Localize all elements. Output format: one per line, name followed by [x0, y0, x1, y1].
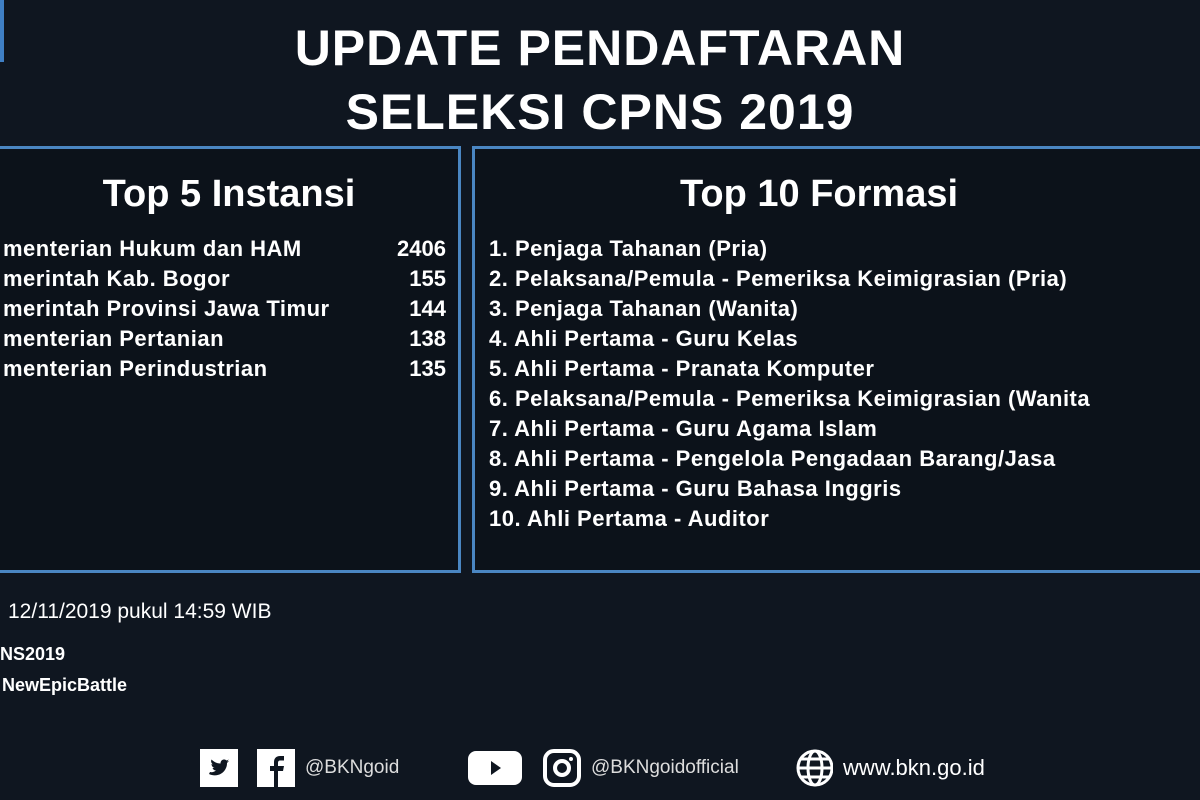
corner-accent	[0, 0, 4, 62]
instansi-count: 2406	[397, 236, 446, 261]
youtube-instagram-handle[interactable]: @BKNgoidofficial	[591, 757, 739, 778]
instansi-count: 144	[409, 296, 446, 321]
instansi-name: merintah Provinsi Jawa Timur	[3, 296, 330, 321]
formasi-item: 9. Ahli Pertama - Guru Bahasa Inggris	[489, 476, 902, 501]
formasi-item: 4. Ahli Pertama - Guru Kelas	[489, 326, 799, 351]
update-timestamp: 12/11/2019 pukul 14:59 WIB	[8, 600, 272, 623]
twitter-icon[interactable]	[200, 749, 238, 787]
formasi-item: 2. Pelaksana/Pemula - Pemeriksa Keimigra…	[489, 266, 1068, 291]
hashtag: NewEpicBattle	[2, 675, 128, 695]
formasi-item: 10. Ahli Pertama - Auditor	[489, 506, 770, 531]
instansi-name: menterian Perindustrian	[3, 356, 268, 381]
social-group-2: @BKNgoidofficial	[467, 748, 739, 788]
page-title-line1: UPDATE PENDAFTARAN	[294, 20, 906, 76]
website-group: www.bkn.go.id	[795, 748, 985, 788]
social-group-1: @BKNgoid	[200, 748, 399, 788]
formasi-item: 1. Penjaga Tahanan (Pria)	[489, 236, 768, 261]
formasi-item: 7. Ahli Pertama - Guru Agama Islam	[489, 416, 878, 441]
formasi-item: 3. Penjaga Tahanan (Wanita)	[489, 296, 799, 321]
facebook-icon[interactable]	[257, 749, 295, 787]
hashtag: NS2019	[0, 644, 66, 664]
instansi-name: merintah Kab. Bogor	[3, 266, 231, 291]
website-link[interactable]: www.bkn.go.id	[843, 755, 985, 780]
instansi-name: menterian Hukum dan HAM	[3, 236, 302, 261]
instagram-icon[interactable]	[543, 749, 581, 787]
twitter-facebook-handle[interactable]: @BKNgoid	[305, 757, 400, 778]
youtube-icon[interactable]	[467, 749, 523, 787]
instansi-count: 135	[409, 356, 446, 381]
globe-icon	[795, 749, 833, 787]
instansi-count: 155	[409, 266, 446, 291]
top-formasi-panel: Top 10 Formasi 1. Penjaga Tahanan (Pria)…	[472, 146, 1200, 573]
instansi-name: menterian Pertanian	[3, 326, 225, 351]
panel-title: Top 10 Formasi	[680, 173, 959, 215]
top-instansi-panel: Top 5 Instansi menterian Hukum dan HAM 2…	[0, 146, 461, 573]
formasi-item: 5. Ahli Pertama - Pranata Komputer	[489, 356, 875, 381]
instansi-count: 138	[409, 326, 446, 351]
formasi-item: 6. Pelaksana/Pemula - Pemeriksa Keimigra…	[489, 386, 1091, 411]
panel-title: Top 5 Instansi	[102, 173, 356, 215]
page-title-line2: SELEKSI CPNS 2019	[345, 84, 855, 140]
formasi-item: 8. Ahli Pertama - Pengelola Pengadaan Ba…	[489, 446, 1056, 471]
